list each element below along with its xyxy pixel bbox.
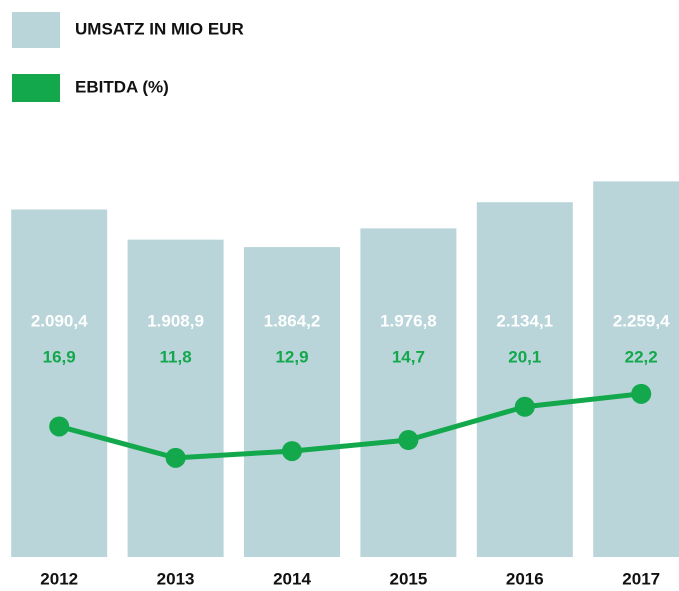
line-point <box>514 396 535 417</box>
line-point <box>282 441 302 462</box>
bar <box>360 228 457 557</box>
line-value-label: 16,9 <box>43 347 76 366</box>
line-value-label: 12,9 <box>275 347 308 366</box>
line-value-label: 22,2 <box>625 347 658 366</box>
bar <box>127 239 224 557</box>
bar-value-label: 1.864,2 <box>264 311 321 330</box>
legend-label: EBITDA (%) <box>75 77 169 96</box>
bar-value-label: 2.134,1 <box>496 311 553 330</box>
x-tick-label: 2014 <box>273 569 311 588</box>
x-tick-label: 2013 <box>157 569 195 588</box>
x-tick-label: 2012 <box>40 569 78 588</box>
bar <box>476 202 573 557</box>
bar <box>11 209 108 557</box>
bar-value-label: 1.908,9 <box>147 311 204 330</box>
legend-swatch <box>12 74 60 102</box>
bar-value-label: 1.976,8 <box>380 311 437 330</box>
bar-value-label: 2.259,4 <box>613 311 670 330</box>
x-tick-label: 2017 <box>622 569 660 588</box>
legend-swatch <box>12 12 60 48</box>
line-value-label: 20,1 <box>508 347 541 366</box>
bar <box>593 181 679 557</box>
line-point <box>631 383 652 404</box>
line-point <box>49 416 70 437</box>
line <box>58 391 642 461</box>
bar-value-label: 2.090,4 <box>31 311 88 330</box>
line-value-label: 11,8 <box>160 347 192 366</box>
line-point <box>165 447 186 468</box>
line-point <box>398 430 419 451</box>
bar <box>244 247 340 557</box>
legend-label: UMSATZ IN MIO EUR <box>75 19 244 38</box>
x-tick-label: 2016 <box>506 569 544 588</box>
x-tick-label: 2015 <box>389 569 427 588</box>
line-value-label: 14,7 <box>392 347 425 366</box>
